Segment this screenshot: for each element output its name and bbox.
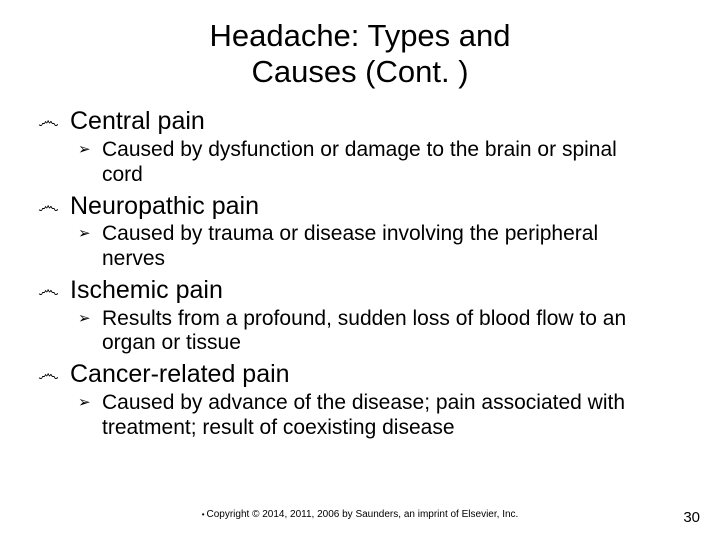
arrow-icon: ➢ — [78, 222, 102, 246]
main-heading: Cancer-related pain — [70, 360, 290, 389]
arrow-icon: ➢ — [78, 391, 102, 415]
main-heading: Neuropathic pain — [70, 192, 259, 221]
scissors-icon: ෴ — [38, 276, 70, 304]
copyright-row: • Copyright © 2014, 2011, 2006 by Saunde… — [0, 509, 720, 520]
list-item: ෴ Neuropathic pain ➢ Caused by trauma or… — [38, 192, 684, 272]
sub-text: Caused by trauma or disease involving th… — [102, 222, 662, 272]
main-row: ෴ Central pain — [38, 107, 684, 136]
sub-text: Caused by dysfunction or damage to the b… — [102, 138, 662, 188]
title-line-1: Headache: Types and — [209, 18, 510, 53]
scissors-icon: ෴ — [38, 360, 70, 388]
arrow-icon: ➢ — [78, 138, 102, 162]
list-item: ෴ Cancer-related pain ➢ Caused by advanc… — [38, 360, 684, 440]
main-heading: Central pain — [70, 107, 205, 136]
title-line-2: Causes (Cont. ) — [251, 54, 468, 89]
slide-title: Headache: Types and Causes (Cont. ) — [36, 18, 684, 89]
list-item: ෴ Central pain ➢ Caused by dysfunction o… — [38, 107, 684, 187]
copyright-text: Copyright © 2014, 2011, 2006 by Saunders… — [207, 509, 519, 520]
footer: • Copyright © 2014, 2011, 2006 by Saunde… — [0, 509, 720, 520]
main-heading: Ischemic pain — [70, 276, 223, 305]
sub-row: ➢ Caused by advance of the disease; pain… — [38, 391, 684, 441]
list-item: ෴ Ischemic pain ➢ Results from a profoun… — [38, 276, 684, 356]
sub-text: Results from a profound, sudden loss of … — [102, 307, 662, 357]
page-number: 30 — [683, 509, 700, 526]
main-row: ෴ Neuropathic pain — [38, 192, 684, 221]
slide: Headache: Types and Causes (Cont. ) ෴ Ce… — [0, 0, 720, 540]
main-row: ෴ Ischemic pain — [38, 276, 684, 305]
sub-row: ➢ Caused by trauma or disease involving … — [38, 222, 684, 272]
arrow-icon: ➢ — [78, 307, 102, 331]
bullet-icon: • — [202, 510, 205, 519]
scissors-icon: ෴ — [38, 107, 70, 135]
sub-row: ➢ Results from a profound, sudden loss o… — [38, 307, 684, 357]
sub-text: Caused by advance of the disease; pain a… — [102, 391, 662, 441]
sub-row: ➢ Caused by dysfunction or damage to the… — [38, 138, 684, 188]
content-area: ෴ Central pain ➢ Caused by dysfunction o… — [36, 107, 684, 440]
scissors-icon: ෴ — [38, 192, 70, 220]
main-row: ෴ Cancer-related pain — [38, 360, 684, 389]
